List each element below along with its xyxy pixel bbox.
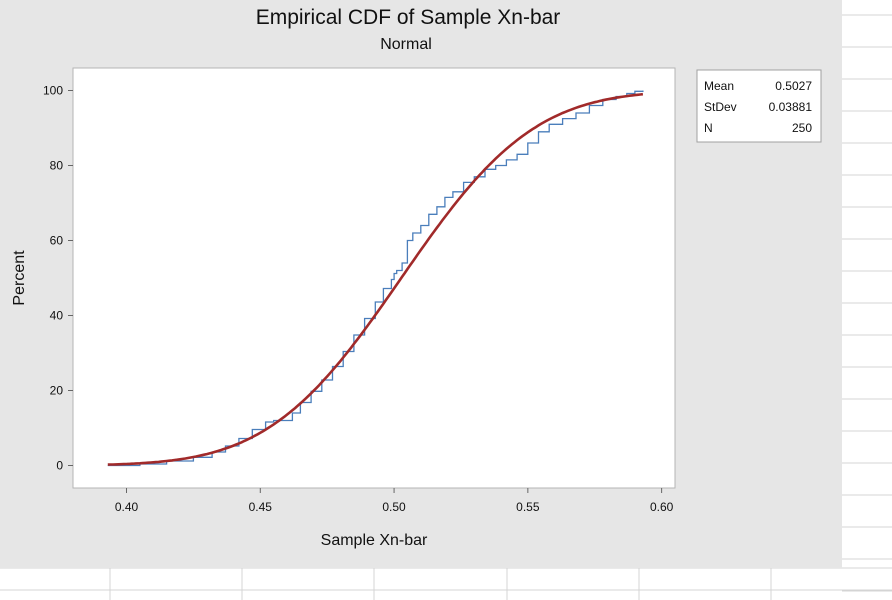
- stat-stdev-label: StDev: [704, 100, 737, 114]
- stat-mean-value: 0.5027: [775, 79, 812, 93]
- y-tick-label: 60: [50, 234, 64, 248]
- x-tick-label: 0.55: [516, 500, 540, 514]
- stat-stdev-value: 0.03881: [769, 100, 813, 114]
- chart-title: Empirical CDF of Sample Xn-bar: [256, 6, 561, 29]
- stat-mean-label: Mean: [704, 79, 734, 93]
- x-tick-label: 0.40: [115, 500, 139, 514]
- chart-series: [107, 90, 644, 467]
- y-tick-label: 0: [56, 459, 63, 473]
- y-tick-label: 20: [50, 384, 64, 398]
- x-tick-label: 0.60: [650, 500, 674, 514]
- x-tick-label: 0.45: [249, 500, 273, 514]
- y-tick-label: 80: [50, 159, 64, 173]
- y-tick-label: 40: [50, 309, 64, 323]
- stat-n-label: N: [704, 121, 713, 135]
- y-axis-label: Percent: [11, 250, 28, 306]
- stats-box: [696, 69, 822, 143]
- stat-n-value: 250: [792, 121, 812, 135]
- chart-subtitle: Normal: [380, 36, 432, 53]
- empirical-cdf-line: [107, 90, 644, 467]
- stats-legend: Mean 0.5027 StDev 0.03881 N 250: [696, 69, 822, 143]
- plot-area: [72, 67, 676, 489]
- x-tick-label: 0.50: [382, 500, 406, 514]
- fitted-normal-cdf-line: [107, 92, 644, 466]
- x-axis-label: Sample Xn-bar: [321, 532, 428, 549]
- axis-ticks: 0.40 0.45 0.50 0.55 0.60 0 20 40 60 80 100: [43, 84, 674, 515]
- y-tick-label: 100: [43, 84, 63, 98]
